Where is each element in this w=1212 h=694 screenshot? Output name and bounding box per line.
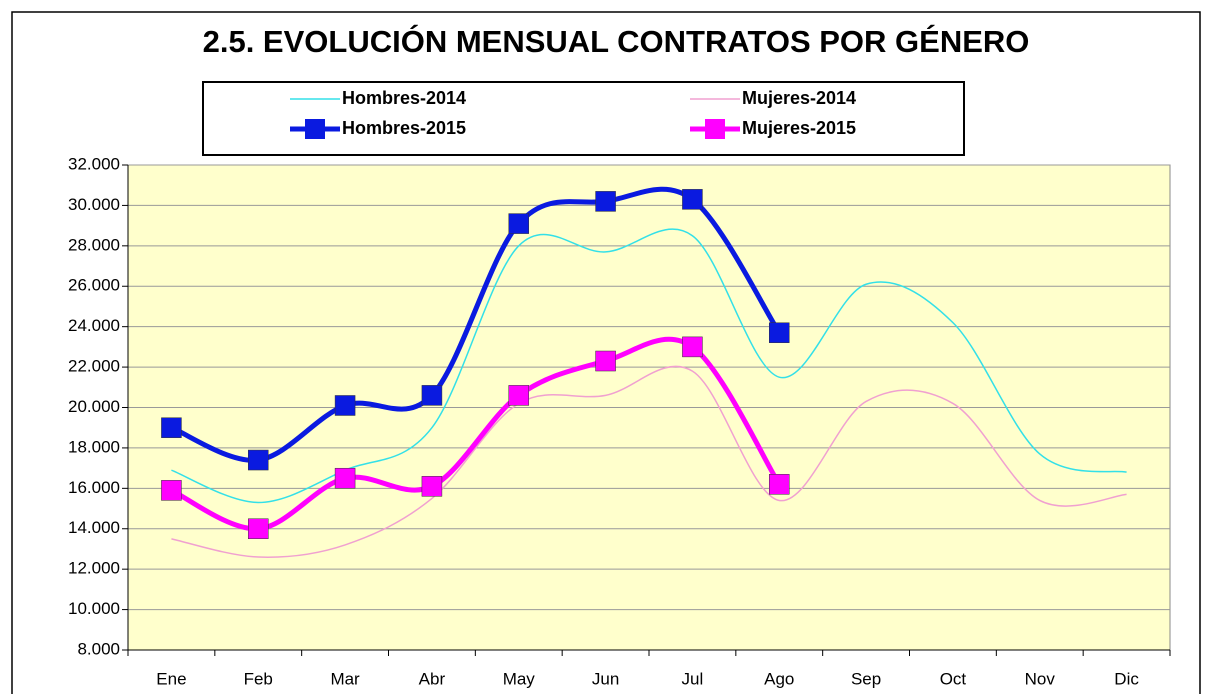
legend-label: Mujeres-2014 <box>742 88 856 108</box>
point-marker <box>161 480 182 501</box>
y-tick-label: 20.000 <box>68 397 120 416</box>
y-tick-label: 24.000 <box>68 316 120 335</box>
point-marker <box>595 350 616 372</box>
legend-marker <box>305 119 325 139</box>
x-tick-label: Jul <box>682 669 704 688</box>
series-line <box>171 365 1127 558</box>
x-tick-label: Oct <box>940 669 967 688</box>
y-tick-label: 22.000 <box>68 357 120 376</box>
point-marker <box>682 189 703 210</box>
y-tick-label: 32.000 <box>68 154 120 173</box>
x-tick-label: Jun <box>592 669 619 688</box>
legend-box <box>202 81 965 156</box>
point-marker <box>421 476 443 497</box>
x-tick-label: Abr <box>419 669 446 688</box>
y-tick-label: 28.000 <box>68 235 120 254</box>
x-tick-label: May <box>503 669 536 688</box>
legend-label: Hombres-2015 <box>342 118 466 138</box>
point-marker <box>334 467 356 489</box>
legend-marker <box>705 119 725 139</box>
x-tick-label: Ene <box>156 669 186 688</box>
legend-label: Mujeres-2015 <box>742 118 856 138</box>
point-marker <box>334 395 356 416</box>
x-tick-label: Ago <box>764 669 794 688</box>
legend-label: Hombres-2014 <box>342 88 466 108</box>
y-tick-label: 18.000 <box>68 437 120 456</box>
point-marker <box>248 449 269 471</box>
point-marker <box>682 336 703 358</box>
x-tick-label: Sep <box>851 669 881 688</box>
y-tick-label: 8.000 <box>77 639 120 658</box>
x-tick-label: Mar <box>330 669 360 688</box>
point-marker <box>421 385 443 406</box>
point-marker <box>769 322 790 343</box>
x-tick-label: Feb <box>244 669 273 688</box>
y-tick-label: 30.000 <box>68 195 120 214</box>
point-marker <box>161 417 182 438</box>
point-marker <box>595 191 616 212</box>
x-tick-label: Nov <box>1025 669 1056 688</box>
y-tick-label: 26.000 <box>68 276 120 295</box>
y-tick-label: 12.000 <box>68 559 120 578</box>
point-marker <box>508 213 529 234</box>
point-marker <box>248 518 269 539</box>
point-marker <box>508 385 529 406</box>
chart-title: 2.5. EVOLUCIÓN MENSUAL CONTRATOS POR GÉN… <box>203 23 1030 59</box>
y-tick-label: 14.000 <box>68 518 120 537</box>
x-tick-label: Dic <box>1114 669 1139 688</box>
point-marker <box>769 474 790 495</box>
y-tick-label: 16.000 <box>68 478 120 497</box>
y-tick-label: 10.000 <box>68 599 120 618</box>
